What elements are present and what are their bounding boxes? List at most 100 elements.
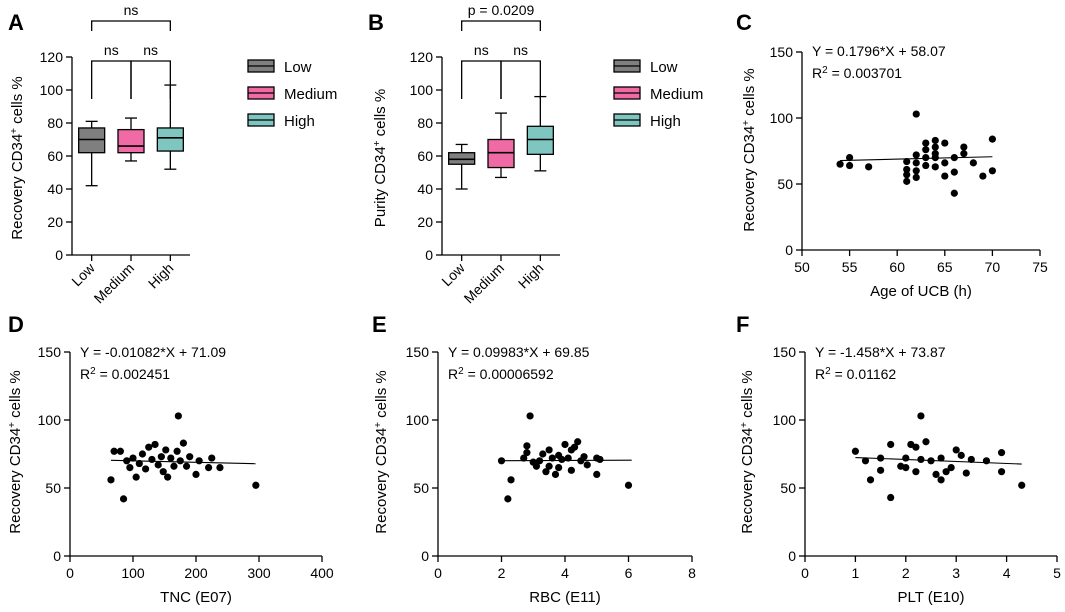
data-point — [107, 476, 115, 484]
r-squared-prefix: R — [80, 366, 90, 382]
r-squared-value: = 0.003701 — [828, 65, 903, 81]
y-tick-label: 50 — [45, 480, 61, 496]
x-axis-label-C: Age of UCB (h) — [870, 283, 972, 300]
data-point — [539, 450, 547, 458]
x-tick-label: High — [515, 260, 547, 292]
data-point — [523, 442, 531, 450]
data-point — [145, 443, 153, 451]
data-point — [545, 462, 553, 470]
x-tick-label: 2 — [498, 565, 506, 581]
data-point — [558, 455, 566, 464]
y-axis-label-D: Recovery CD34+ cells % — [7, 370, 25, 533]
box-body — [487, 138, 515, 169]
panel-label-D: D — [8, 312, 24, 337]
x-tick-label: 8 — [688, 565, 696, 581]
y-tick-label: 0 — [55, 247, 63, 263]
r-squared: R2 = 0.003701 — [812, 65, 902, 82]
y-axis-label-A-sup: + — [9, 128, 20, 134]
data-point — [846, 154, 854, 162]
data-point — [969, 159, 977, 167]
box-medium — [487, 112, 515, 179]
y-axis-label-B-sup: + — [372, 140, 383, 146]
data-point — [922, 438, 930, 446]
data-point — [173, 447, 181, 455]
r-squared-prefix: R — [448, 366, 458, 382]
x-tick-label: Medium — [91, 260, 138, 307]
data-point — [132, 473, 140, 481]
data-point — [912, 167, 920, 175]
legend-label: Medium — [284, 86, 337, 103]
significance-bracket: ns — [500, 42, 541, 99]
regression-equation: Y = 0.1796*X + 58.07 — [812, 43, 946, 59]
data-point — [962, 469, 970, 477]
y-axis-label-B-main: Purity CD34 — [372, 146, 389, 227]
r-squared-exponent: 2 — [822, 65, 828, 76]
x-axis-label-F: PLT (E10) — [898, 589, 965, 606]
y-tick-label: 100 — [40, 82, 64, 98]
data-point — [624, 481, 633, 489]
x-tick-label: 0 — [434, 565, 442, 581]
legend-label: High — [650, 113, 681, 130]
box-body — [117, 128, 145, 154]
y-tick-label: 0 — [785, 242, 793, 258]
y-axis-label-B-tail: cells % — [372, 89, 389, 141]
y-axis-label-C-main: Recovery CD34 — [741, 126, 758, 232]
box-body — [526, 125, 554, 156]
r-squared: R2 = 0.00006592 — [448, 366, 554, 383]
y-axis-label-E: Recovery CD34+ cells % — [373, 370, 391, 533]
legend-item-high: High — [613, 113, 681, 130]
data-point — [580, 453, 588, 461]
x-tick-label: 50 — [794, 259, 810, 275]
data-point — [922, 161, 930, 170]
data-point — [548, 454, 556, 462]
y-tick-label: 0 — [53, 548, 61, 564]
y-axis-label-C-sup: + — [741, 120, 752, 126]
data-point — [932, 470, 940, 478]
x-tick-label: Low — [438, 259, 468, 289]
x-tick-label: 4 — [561, 565, 569, 581]
data-point — [957, 451, 965, 459]
data-point — [988, 167, 997, 175]
bracket-line — [91, 20, 171, 31]
data-point — [931, 163, 939, 171]
y-tick-label: 60 — [47, 148, 63, 164]
y-tick-label: 150 — [770, 44, 794, 60]
y-tick-label: 0 — [421, 548, 429, 564]
data-point — [941, 172, 949, 180]
y-axis-label-A-main: Recovery CD34 — [9, 134, 26, 240]
legend-item-high: High — [247, 113, 315, 130]
data-point — [952, 446, 960, 454]
y-tick-label: 100 — [773, 412, 797, 428]
x-tick-label: Medium — [461, 260, 508, 307]
y-tick-label: 50 — [413, 480, 429, 496]
x-tick-label: 400 — [310, 565, 334, 581]
data-point — [167, 454, 175, 462]
x-tick-label: 55 — [842, 259, 858, 275]
data-point — [997, 468, 1006, 476]
box-high — [156, 84, 184, 170]
panel-A: A Recovery CD34+ cells % 0 20 40 60 80 100 120 Lo… — [8, 2, 337, 306]
box-body — [448, 152, 476, 165]
y-tick-label: 100 — [406, 412, 430, 428]
x-tick-label: 100 — [121, 565, 145, 581]
data-point — [902, 464, 910, 472]
data-point — [941, 139, 949, 147]
regression-line — [840, 156, 993, 162]
data-point — [902, 454, 910, 462]
data-point — [542, 468, 550, 476]
data-point — [887, 440, 895, 449]
y-tick-label: 60 — [417, 148, 433, 164]
data-point — [520, 454, 528, 462]
data-point — [154, 461, 162, 469]
data-point — [861, 457, 870, 465]
data-point — [526, 412, 534, 420]
panel-label-C: C — [736, 10, 752, 35]
data-point — [205, 464, 213, 472]
data-point — [596, 455, 604, 464]
scatter-points — [497, 412, 633, 503]
legend-label: Medium — [650, 86, 703, 103]
data-point — [159, 468, 167, 476]
data-point — [937, 454, 945, 462]
y-tick-label: 50 — [777, 176, 793, 192]
